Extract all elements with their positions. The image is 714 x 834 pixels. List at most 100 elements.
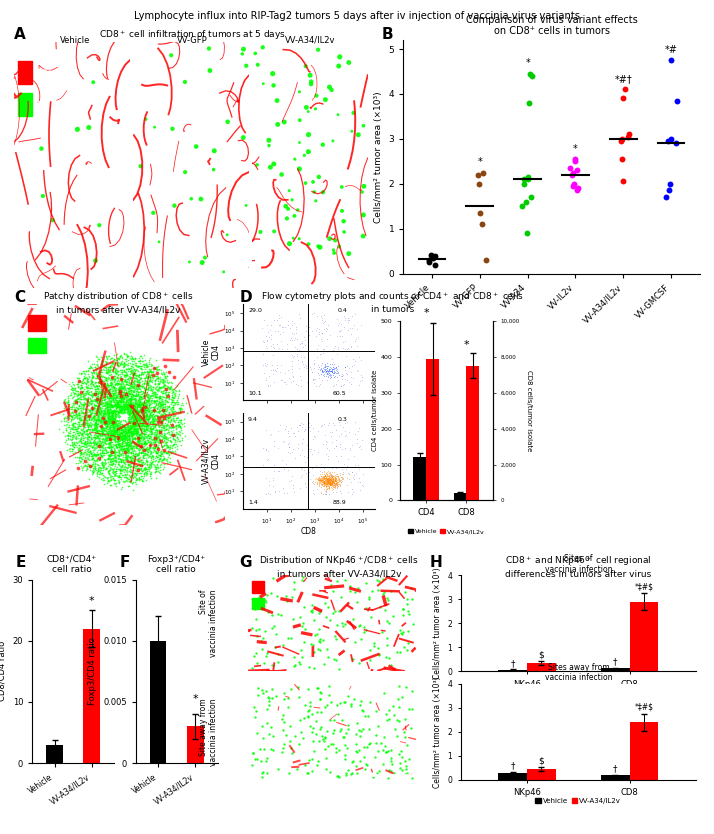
Point [151, 411, 162, 425]
Point [318, 465, 330, 478]
Point [140, 113, 151, 126]
Point [131, 364, 143, 377]
Point [106, 399, 118, 413]
Point [371, 573, 383, 586]
Point [147, 422, 159, 435]
Point [98, 407, 109, 420]
Point [129, 364, 141, 377]
Point [157, 398, 169, 411]
Point [151, 394, 162, 408]
Point [336, 470, 347, 484]
Point [323, 475, 334, 489]
Point [159, 410, 171, 424]
Point [323, 467, 335, 480]
Point [144, 409, 156, 422]
Point [136, 366, 148, 379]
Point [322, 470, 333, 483]
Point [81, 414, 93, 428]
Point [152, 430, 164, 443]
Point [119, 429, 131, 442]
Point [127, 414, 139, 427]
Point [319, 731, 331, 744]
Point [268, 375, 280, 389]
Point [76, 436, 88, 450]
Point [378, 585, 389, 599]
Point [141, 366, 153, 379]
Point [177, 399, 188, 412]
Point [263, 379, 274, 392]
Point [87, 424, 99, 437]
Point [325, 473, 336, 486]
Point [82, 428, 94, 441]
Point [112, 397, 124, 410]
Point [106, 357, 118, 370]
Point [104, 394, 115, 408]
Point [74, 415, 85, 429]
Point [91, 404, 102, 418]
Point [118, 429, 129, 442]
Point [255, 755, 266, 768]
Point [326, 364, 337, 378]
Point [86, 433, 98, 446]
Point [132, 433, 144, 446]
Point [109, 407, 121, 420]
Point [132, 385, 144, 399]
Point [268, 78, 279, 92]
Point [75, 413, 86, 426]
Point [124, 465, 136, 479]
Point [114, 349, 126, 363]
Point [98, 416, 109, 430]
Point [104, 430, 116, 444]
Point [124, 406, 135, 420]
Point [260, 685, 271, 698]
Point [156, 414, 167, 427]
Point [124, 455, 136, 468]
Point [155, 374, 166, 387]
Point [144, 450, 155, 463]
Point [318, 633, 329, 646]
Point [89, 419, 100, 432]
Point [129, 416, 141, 430]
Point [261, 334, 273, 348]
Point [114, 397, 126, 410]
Point [69, 437, 80, 450]
Point [101, 415, 112, 429]
Point [109, 428, 120, 441]
Point [107, 409, 119, 422]
Point [276, 745, 288, 758]
Point [79, 406, 90, 420]
Point [134, 375, 146, 389]
Point [277, 708, 288, 721]
Point [72, 379, 84, 393]
Point [104, 407, 116, 420]
Point [330, 461, 341, 475]
Point [85, 384, 96, 397]
Point [109, 425, 121, 438]
Point [117, 430, 129, 443]
Point [139, 358, 150, 371]
Point [106, 445, 117, 458]
Point [81, 455, 93, 469]
Point [122, 450, 134, 463]
Point [292, 343, 303, 356]
Point [146, 456, 157, 470]
Point [112, 433, 124, 446]
Point [126, 460, 137, 473]
Point [84, 428, 96, 441]
Point [81, 377, 92, 390]
Point [110, 414, 121, 427]
Point [88, 371, 99, 384]
Point [141, 358, 153, 371]
Point [128, 414, 139, 428]
Text: Site of
vaccinia infection: Site of vaccinia infection [199, 590, 218, 657]
Point [150, 439, 161, 452]
Point [156, 440, 168, 453]
Point [136, 400, 148, 414]
Point [136, 408, 148, 421]
Point [144, 443, 155, 456]
Point [114, 356, 125, 369]
Point [103, 379, 114, 392]
Point [165, 418, 176, 431]
Point [341, 741, 353, 755]
Point [162, 424, 174, 437]
